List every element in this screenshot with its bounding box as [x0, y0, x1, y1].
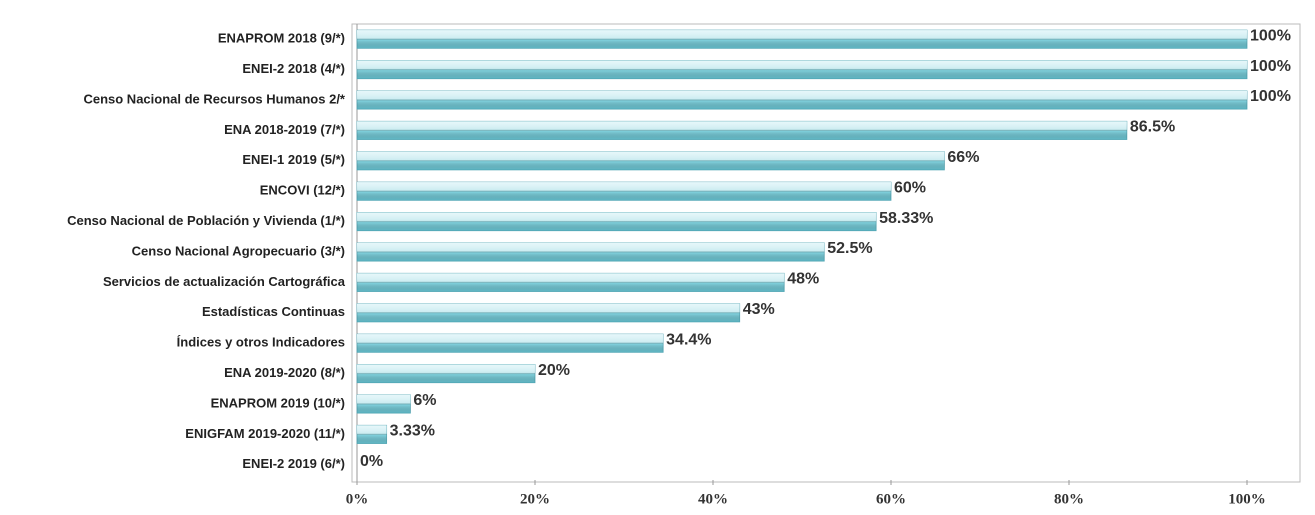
x-tick-label: 60% — [876, 491, 906, 507]
bar — [356, 272, 785, 292]
bar — [356, 29, 1248, 49]
value-label: 0% — [360, 453, 383, 470]
y-tick-label: Servicios de actualización Cartográfica — [103, 274, 346, 289]
value-label: 52.5% — [827, 240, 872, 257]
y-tick-label: Estadísticas Continuas — [202, 304, 345, 319]
bar — [356, 424, 388, 444]
x-tick-label: 0% — [346, 491, 369, 507]
value-label: 86.5% — [1130, 119, 1175, 136]
bar — [356, 181, 892, 201]
plot-frame — [351, 23, 1301, 483]
y-tick-label: ENCOVI (12/*) — [260, 183, 345, 198]
value-label: 43% — [743, 301, 775, 318]
y-tick-label: Censo Nacional de Recursos Humanos 2/* — [83, 91, 345, 106]
y-tick-label: ENAPROM 2018 (9/*) — [218, 31, 345, 46]
y-tick-label: Índices y otros Indicadores — [177, 335, 345, 350]
y-tick-label: ENEI-2 2018 (4/*) — [242, 61, 345, 76]
bar — [356, 394, 411, 414]
value-label: 100% — [1250, 27, 1291, 44]
x-tick-label: 40% — [698, 491, 728, 507]
y-tick-label: ENIGFAM 2019-2020 (11/*) — [185, 426, 345, 441]
value-label: 100% — [1250, 58, 1291, 75]
x-tick-label: 80% — [1054, 491, 1084, 507]
y-tick-label: Censo Nacional Agropecuario (3/*) — [132, 243, 345, 258]
value-label: 34.4% — [666, 331, 711, 348]
y-tick-label: ENEI-1 2019 (5/*) — [242, 152, 345, 167]
bar — [356, 60, 1248, 80]
value-label: 20% — [538, 362, 570, 379]
value-label: 6% — [413, 392, 436, 409]
value-label: 58.33% — [879, 210, 933, 227]
value-label: 60% — [894, 179, 926, 196]
y-tick-label: ENA 2019-2020 (8/*) — [224, 365, 345, 380]
bar — [356, 364, 536, 384]
bar — [356, 151, 945, 171]
x-tick-label: 20% — [520, 491, 550, 507]
y-tick-label: Censo Nacional de Población y Vivienda (… — [67, 213, 345, 228]
value-label: 100% — [1250, 88, 1291, 105]
bar — [356, 120, 1128, 140]
value-label: 48% — [787, 271, 819, 288]
bar — [356, 333, 664, 353]
value-label: 66% — [947, 149, 979, 166]
y-tick-label: ENAPROM 2019 (10/*) — [211, 395, 345, 410]
bar — [356, 303, 741, 323]
y-tick-label: ENEI-2 2019 (6/*) — [242, 456, 345, 471]
bar — [356, 242, 825, 262]
value-label: 3.33% — [390, 423, 435, 440]
bar — [356, 90, 1248, 110]
bar — [356, 212, 877, 232]
y-tick-label: ENA 2018-2019 (7/*) — [224, 122, 345, 137]
x-tick-label: 100% — [1228, 491, 1266, 507]
